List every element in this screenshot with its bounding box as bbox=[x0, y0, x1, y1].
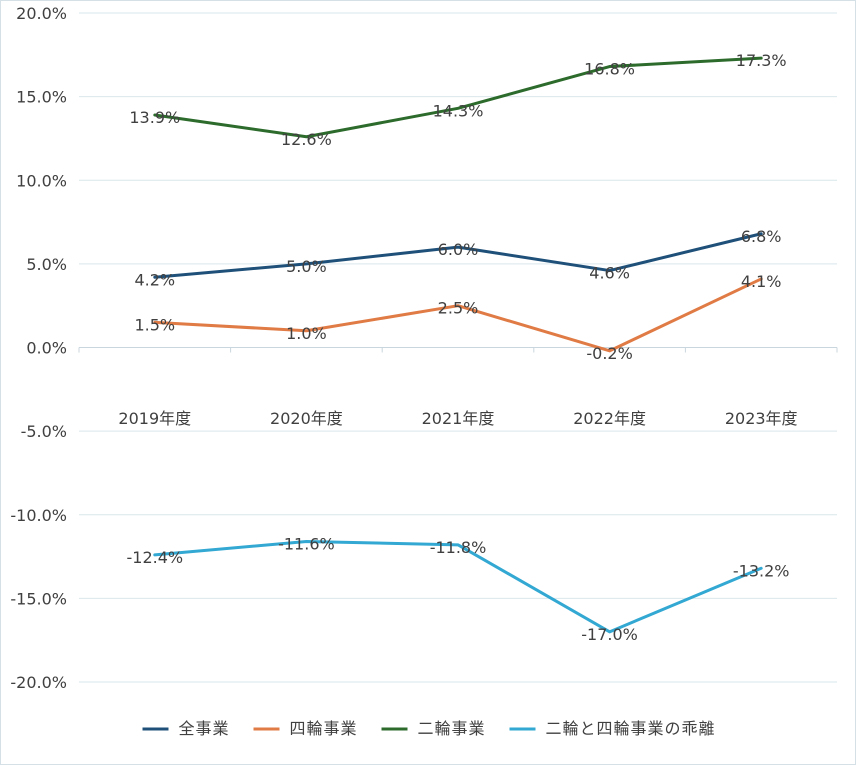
data-label: 1.0% bbox=[286, 324, 327, 343]
data-label: 6.8% bbox=[741, 227, 782, 246]
legend-label: 全事業 bbox=[179, 719, 230, 738]
data-label: -17.0% bbox=[581, 625, 638, 644]
series-line bbox=[153, 56, 763, 139]
y-tick-label: 0.0% bbox=[26, 339, 67, 358]
data-label: 1.5% bbox=[134, 315, 175, 334]
data-label: 4.1% bbox=[741, 272, 782, 291]
y-tick-label: 15.0% bbox=[16, 88, 67, 107]
data-label: 17.3% bbox=[736, 51, 787, 70]
data-label: 14.3% bbox=[433, 101, 484, 120]
y-tick-label: 10.0% bbox=[16, 171, 67, 190]
data-label: 13.9% bbox=[129, 108, 180, 127]
y-tick-label: -5.0% bbox=[21, 422, 67, 441]
y-tick-label: -10.0% bbox=[10, 506, 67, 525]
legend-label: 二輪事業 bbox=[418, 719, 486, 738]
data-label: 16.8% bbox=[584, 60, 635, 79]
legend-label: 四輪事業 bbox=[290, 719, 358, 738]
data-label: 6.0% bbox=[438, 240, 479, 259]
data-label: -11.6% bbox=[278, 535, 335, 554]
x-tick-label: 2019年度 bbox=[118, 409, 191, 428]
x-tick-label: 2020年度 bbox=[270, 409, 343, 428]
data-label: -12.4% bbox=[126, 548, 183, 567]
y-tick-label: 20.0% bbox=[16, 4, 67, 23]
x-tick-label: 2022年度 bbox=[573, 409, 646, 428]
data-label: 4.2% bbox=[134, 270, 175, 289]
series-line bbox=[153, 232, 763, 279]
x-tick-label: 2023年度 bbox=[725, 409, 798, 428]
data-label: 4.6% bbox=[589, 264, 630, 283]
data-label: 2.5% bbox=[438, 299, 479, 318]
data-label: 5.0% bbox=[286, 257, 327, 276]
data-label: -13.2% bbox=[733, 561, 790, 580]
series-line bbox=[153, 277, 763, 353]
data-label: -11.8% bbox=[430, 538, 487, 557]
y-tick-label: 5.0% bbox=[26, 255, 67, 274]
y-tick-label: -20.0% bbox=[10, 673, 67, 692]
x-tick-label: 2021年度 bbox=[422, 409, 495, 428]
series-line bbox=[153, 540, 763, 634]
data-label: 12.6% bbox=[281, 130, 332, 149]
legend-label: 二輪と四輪事業の乖離 bbox=[546, 719, 716, 738]
y-tick-label: -15.0% bbox=[10, 589, 67, 608]
data-label: -0.2% bbox=[586, 344, 632, 363]
